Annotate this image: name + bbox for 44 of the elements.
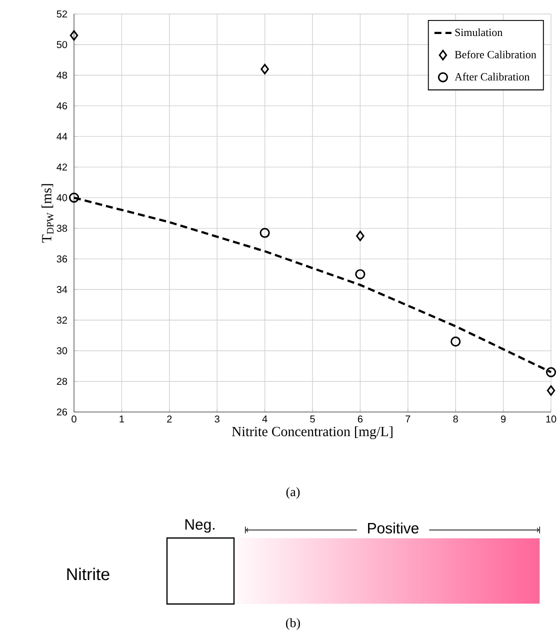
point xyxy=(356,230,364,242)
y-tick-label: 52 xyxy=(56,10,68,18)
x-tick-label: 9 xyxy=(501,416,506,423)
text: Nitrite xyxy=(67,568,110,580)
y-tick-label: 40 xyxy=(56,194,68,202)
x-tick-label: 6 xyxy=(358,416,363,423)
legend-label: After Calibration xyxy=(454,72,530,81)
y-tick-label: 26 xyxy=(56,408,68,416)
y-tick-label: 44 xyxy=(56,133,68,140)
x-tick-label: 4 xyxy=(262,416,268,422)
text: (b) xyxy=(286,618,300,630)
text: Neg. xyxy=(186,519,214,533)
x-tick-label: 8 xyxy=(453,416,458,423)
x-tick-label: 7 xyxy=(406,416,410,422)
point xyxy=(546,367,556,378)
x-tick-label: 10 xyxy=(546,416,556,423)
y-tick-label: 48 xyxy=(56,72,68,79)
y-tick-label: 50 xyxy=(56,41,68,48)
legend-label: Simulation xyxy=(455,28,503,36)
y-tick-label: 28 xyxy=(56,378,68,385)
x-axis-title: Nitrite Concentration [mg/L] xyxy=(232,426,393,440)
legend-label: Before Calibration xyxy=(454,50,536,58)
point xyxy=(260,64,269,74)
y-tick-label: 42 xyxy=(56,164,68,171)
point xyxy=(546,385,556,396)
x-tick-label: 2 xyxy=(167,416,172,422)
point xyxy=(450,336,461,347)
y-tick-label: 34 xyxy=(56,286,68,294)
point xyxy=(69,192,80,203)
x-tick-label: 1 xyxy=(120,416,124,422)
y-tick-label: 30 xyxy=(56,347,68,354)
text: Positive xyxy=(368,522,419,534)
point xyxy=(355,269,366,280)
y-axis-title: T$_{DPW}$ [ms] xyxy=(42,184,54,243)
x-tick-label: 5 xyxy=(310,416,315,422)
y-tick-label: 46 xyxy=(56,102,68,110)
point xyxy=(70,30,78,41)
y-tick-label: 32 xyxy=(56,316,68,324)
x-tick-label: 0 xyxy=(72,416,76,423)
point xyxy=(260,228,270,238)
y-tick-label: 36 xyxy=(56,255,68,262)
x-tick-label: 3 xyxy=(214,416,220,423)
text: (a) xyxy=(286,487,300,499)
y-tick-label: 38 xyxy=(56,224,68,232)
